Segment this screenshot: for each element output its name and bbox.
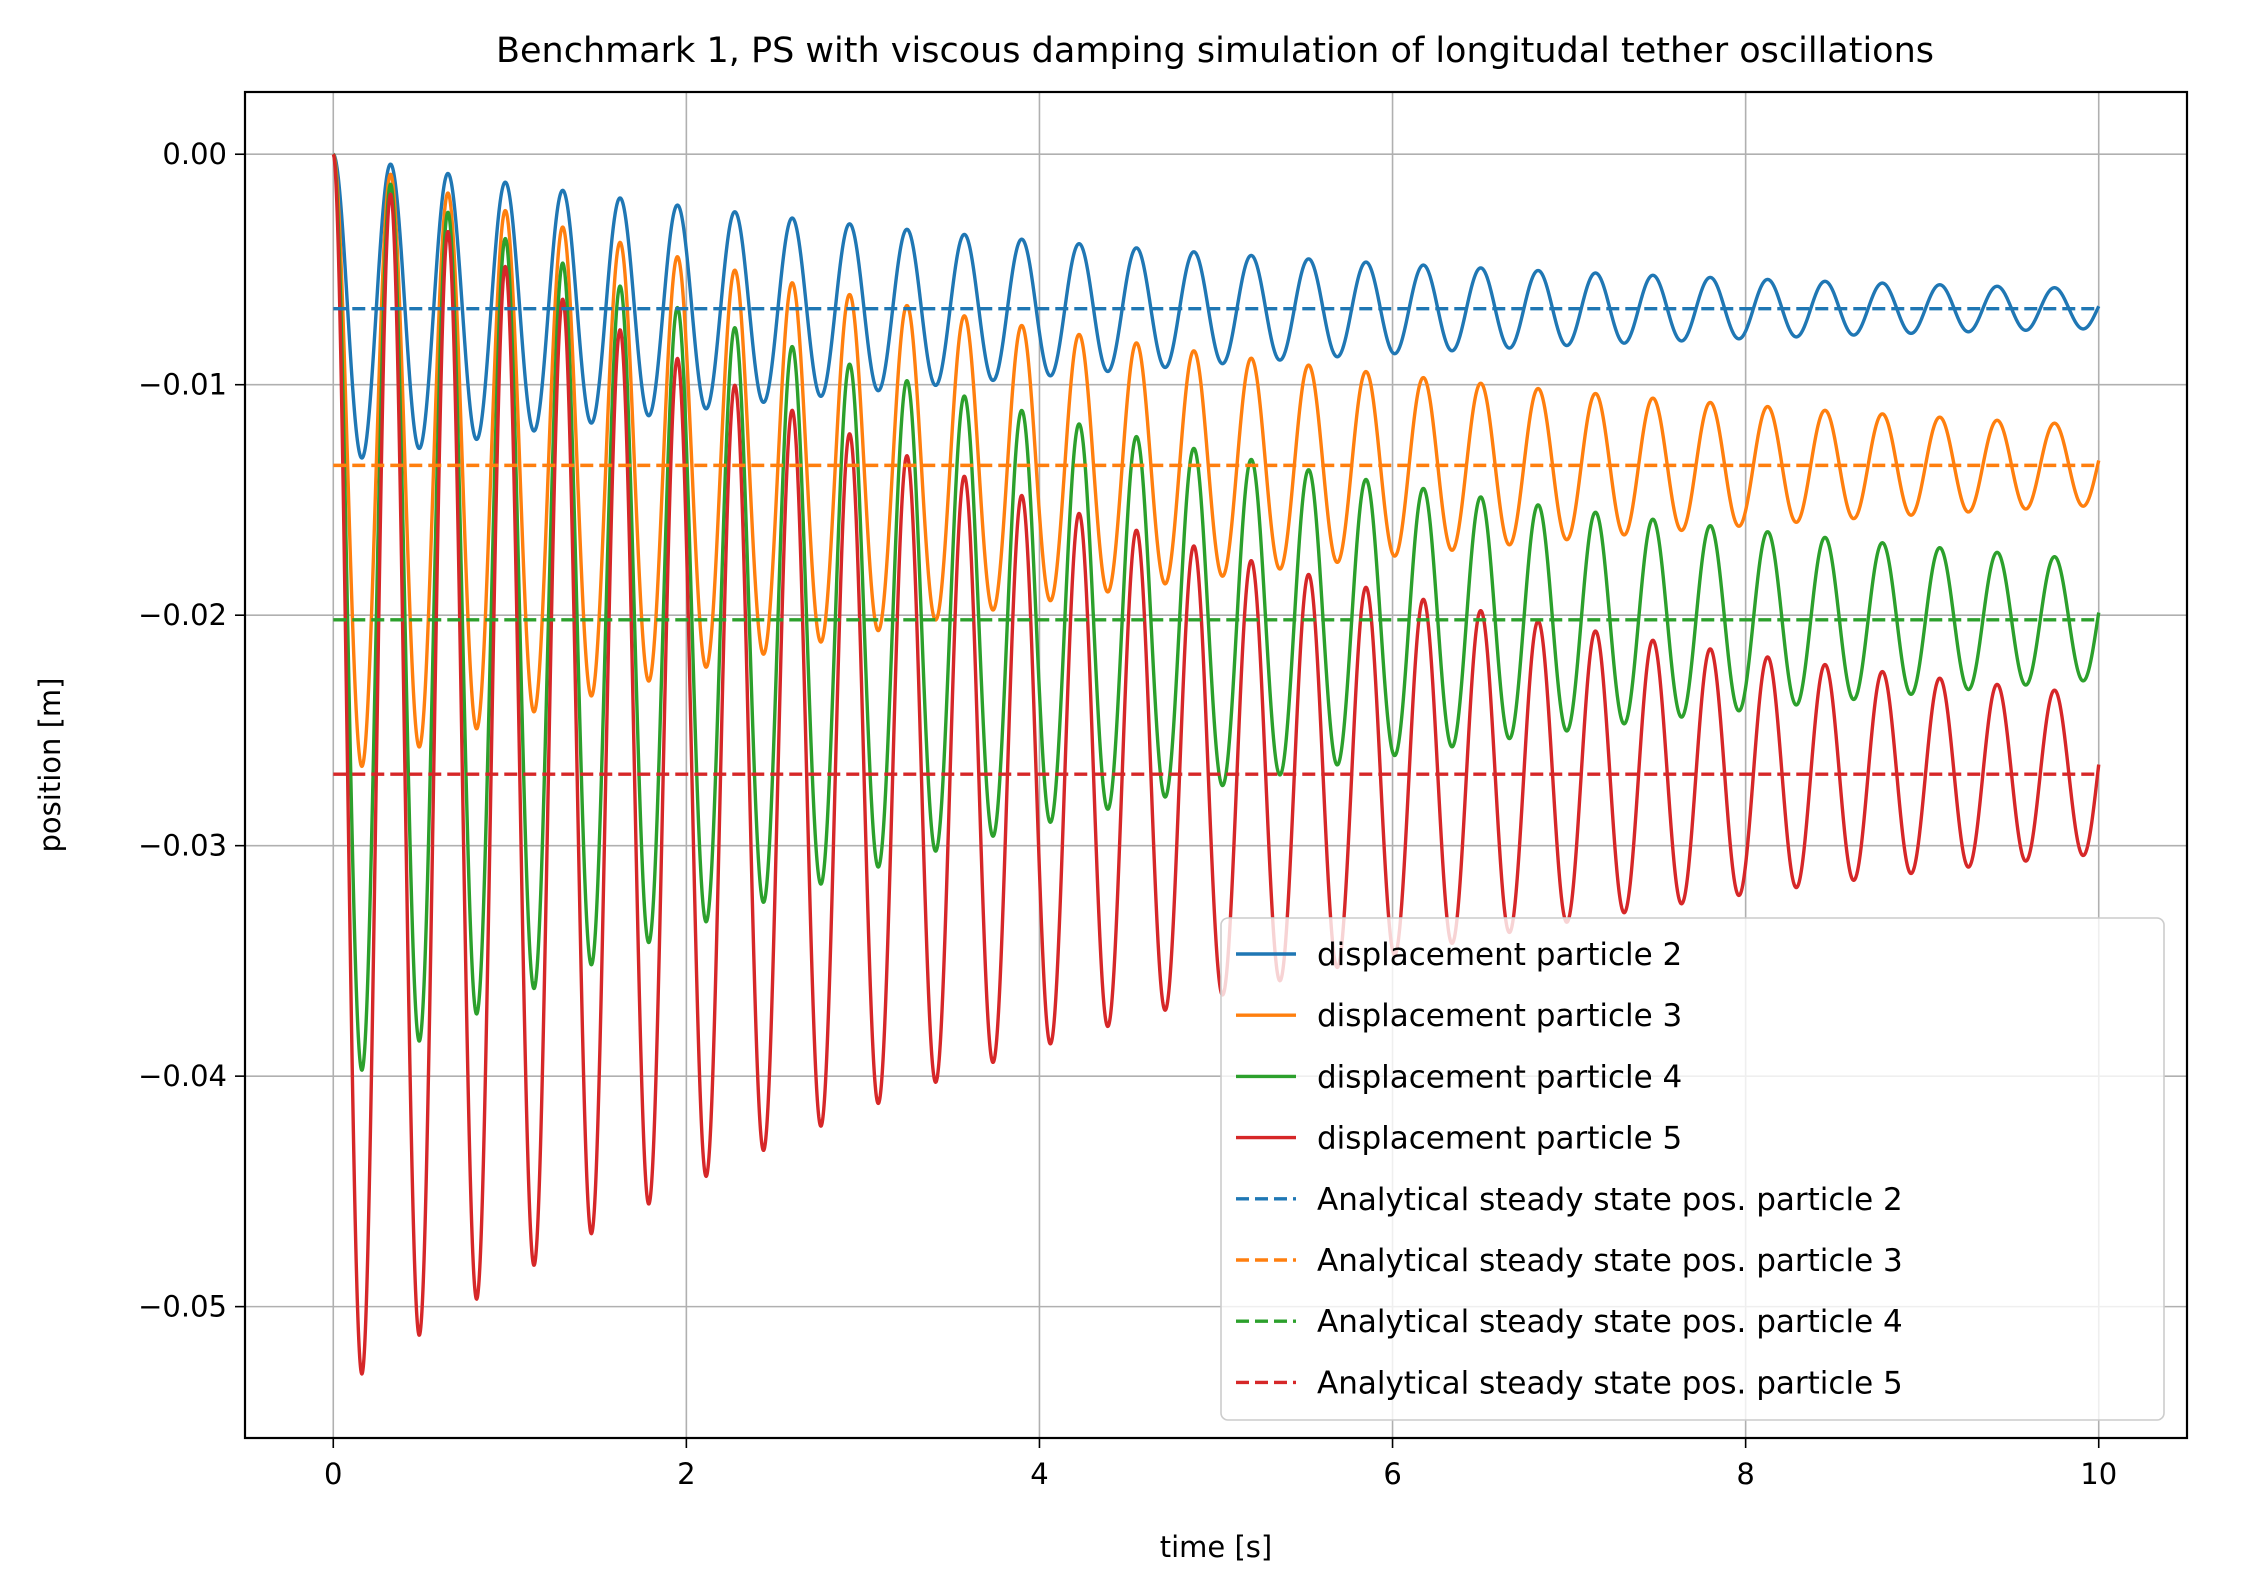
y-axis-label: position [m] (33, 678, 67, 853)
x-tick-label: 6 (1383, 1457, 1401, 1491)
x-tick-label: 8 (1736, 1457, 1754, 1491)
y-tick-label: −0.01 (138, 368, 227, 402)
legend-box (1220, 917, 2165, 1421)
legend: displacement particle 2 displacement part… (1220, 917, 2165, 1421)
series-line-1 (331, 152, 2101, 460)
legend-label: Analytical steady state pos. particle 4 (1317, 1304, 1903, 1340)
plot-frame (243, 90, 2189, 1440)
legend-label: displacement particle 4 (1317, 1059, 1682, 1095)
y-tick-label: −0.03 (138, 829, 227, 863)
x-tick-label: 2 (677, 1457, 695, 1491)
y-tick-label: 0.00 (162, 137, 227, 171)
x-axis-label: time [s] (1160, 1530, 1272, 1564)
y-tick-label: −0.04 (138, 1059, 227, 1093)
y-axis: 0.00 −0.01 −0.02 −0.03 −0.04 −0.05 (138, 137, 245, 1324)
x-axis: 0 2 4 6 8 10 (324, 1438, 2117, 1491)
x-tick-label: 0 (324, 1457, 342, 1491)
legend-label: Analytical steady state pos. particle 5 (1317, 1365, 1903, 1401)
x-tick-label: 10 (2080, 1457, 2117, 1491)
legend-label: displacement particle 3 (1317, 998, 1682, 1034)
legend-label: displacement particle 2 (1317, 937, 1682, 973)
x-tick-label: 4 (1030, 1457, 1048, 1491)
legend-label: displacement particle 5 (1317, 1121, 1682, 1157)
series-line-2 (331, 152, 2101, 769)
chart-title: Benchmark 1, PS with viscous damping sim… (496, 31, 1934, 71)
y-tick-label: −0.05 (138, 1290, 227, 1324)
series-line-4 (331, 153, 2101, 1376)
y-tick-label: −0.02 (138, 598, 227, 632)
series-line-3 (331, 153, 2101, 1072)
plot-area (331, 152, 2101, 1376)
legend-label: Analytical steady state pos. particle 2 (1317, 1182, 1903, 1218)
legend-label: Analytical steady state pos. particle 3 (1317, 1243, 1903, 1279)
